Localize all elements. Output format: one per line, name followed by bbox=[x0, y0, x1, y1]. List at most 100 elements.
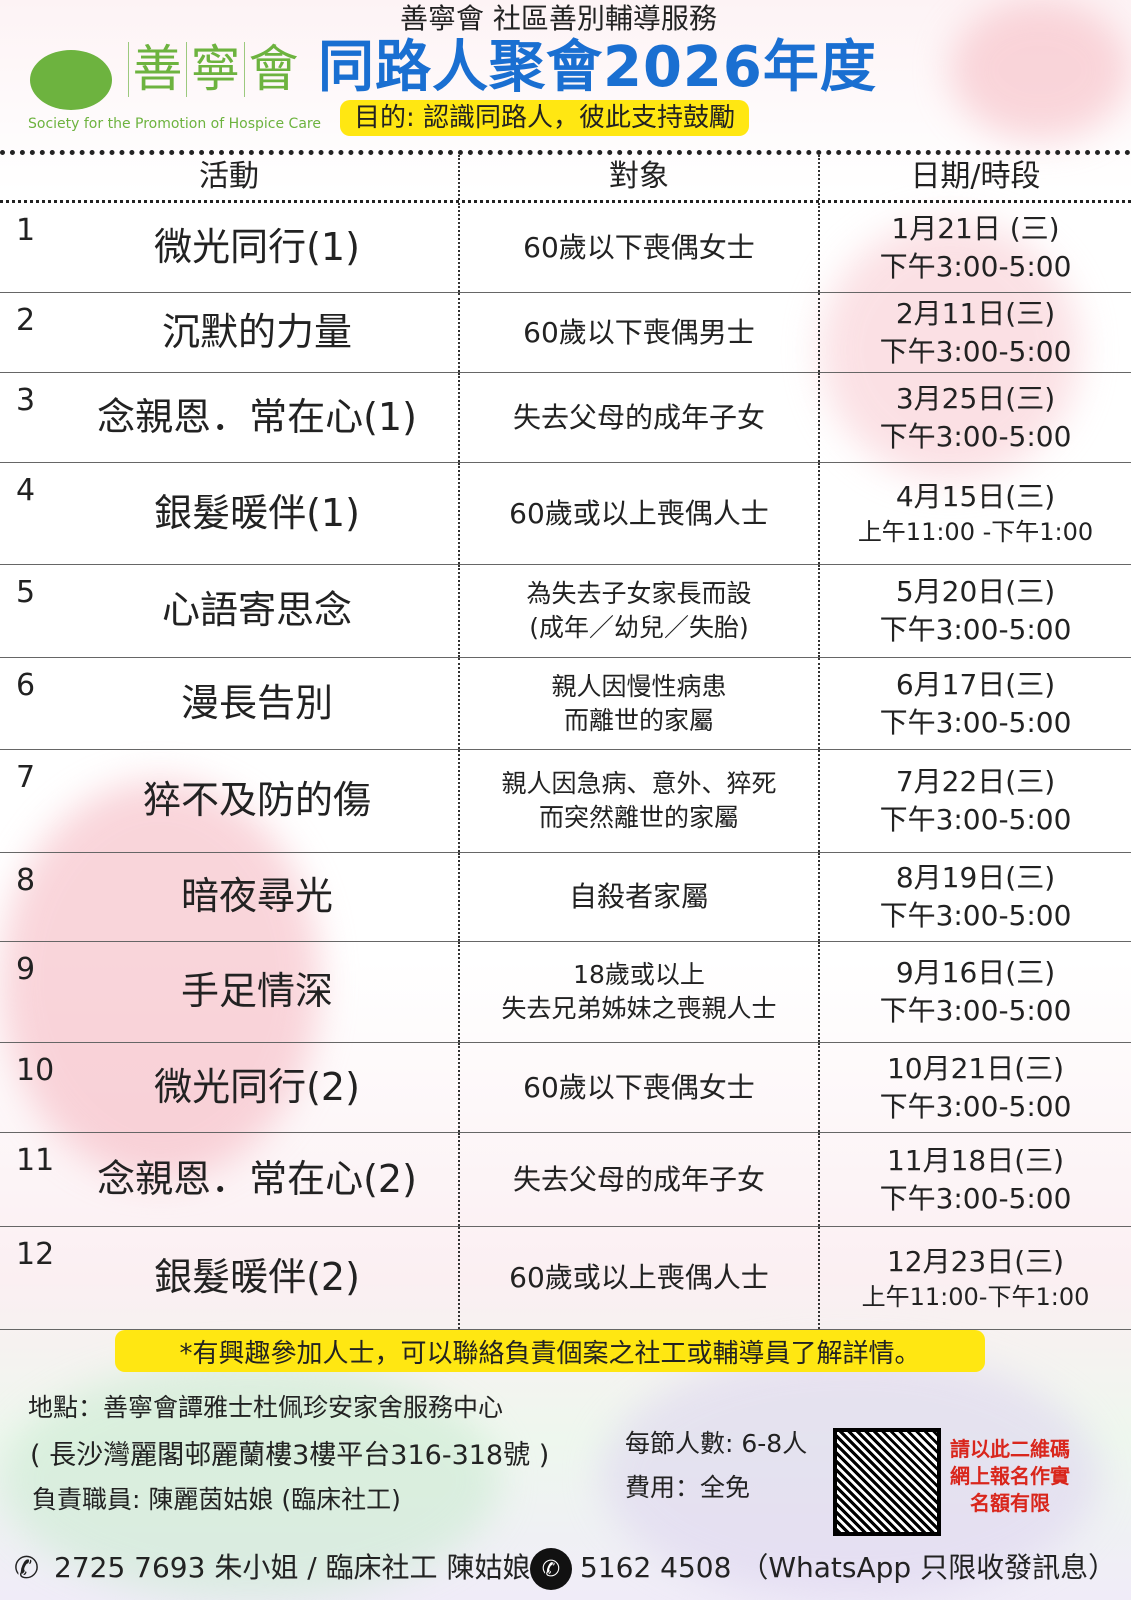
time: 下午3:00-5:00 bbox=[879, 994, 1072, 1027]
date: 12月23日(三) bbox=[886, 1244, 1065, 1278]
date: 11月18日(三) bbox=[886, 1143, 1065, 1177]
target-line: 60歲以下喪偶男士 bbox=[523, 315, 755, 349]
table-row: 2 沉默的力量 60歲以下喪偶男士 2月11日(三) 下午3:00-5:00 bbox=[0, 293, 1131, 373]
date-cell: 9月16日(三) 下午3:00-5:00 bbox=[820, 942, 1131, 1042]
table-row: 5 心語寄思念 為失去子女家長而設 (成年／幼兒／失胎) 5月20日(三) 下午3:0… bbox=[0, 565, 1131, 658]
note: *有興趣參加人士，可以聯絡負責個案之社工或輔導員了解詳情。 bbox=[115, 1330, 985, 1372]
activity-cell: 8 暗夜尋光 bbox=[0, 853, 460, 941]
logo-char: 善 bbox=[128, 42, 186, 97]
target-line: 60歲或以上喪偶人士 bbox=[509, 496, 769, 530]
logo-char: 寧 bbox=[186, 42, 244, 97]
table-row: 1 微光同行(1) 60歲以下喪偶女士 1月21日 (三) 下午3:00-5:00 bbox=[0, 203, 1131, 293]
qr-text-line: 名額有限 bbox=[970, 1491, 1050, 1515]
target-cell: 失去父母的成年子女 bbox=[460, 1133, 820, 1226]
activity-name: 念親恩．常在心(2) bbox=[97, 1156, 417, 1201]
logo-text: 善 寧 會 bbox=[128, 42, 302, 97]
activity-cell: 7 猝不及防的傷 bbox=[0, 750, 460, 852]
table-row: 10 微光同行(2) 60歲以下喪偶女士 10月21日(三) 下午3:00-5:00 bbox=[0, 1043, 1131, 1133]
qr-text-line: 網上報名作實 bbox=[950, 1464, 1070, 1488]
time: 下午3:00-5:00 bbox=[879, 705, 1072, 739]
location: 地點：善寧會譚雅士杜佩珍安家舍服務中心 bbox=[28, 1393, 504, 1422]
row-number: 7 bbox=[16, 760, 36, 795]
logo bbox=[30, 50, 112, 110]
phone-icon: ✆ bbox=[14, 1551, 40, 1586]
activity-name: 漫長告別 bbox=[180, 680, 333, 725]
date-cell: 3月25日(三) 下午3:00-5:00 bbox=[820, 373, 1131, 462]
activity-cell: 2 沉默的力量 bbox=[0, 293, 460, 372]
date: 3月25日(三) bbox=[895, 381, 1056, 415]
date-cell: 10月21日(三) 下午3:00-5:00 bbox=[820, 1043, 1131, 1132]
time: 下午3:00-5:00 bbox=[879, 334, 1072, 368]
row-number: 1 bbox=[16, 213, 36, 248]
time: 上午11:00 -下午1:00 bbox=[857, 518, 1094, 547]
staff: 負責職員: 陳麗茵姑娘 (臨床社工) bbox=[32, 1485, 401, 1514]
target-line: 自殺者家屬 bbox=[568, 880, 709, 914]
row-number: 8 bbox=[16, 863, 36, 898]
qr-text-line: 請以此二維碼 bbox=[950, 1437, 1070, 1461]
time: 下午3:00-5:00 bbox=[879, 613, 1072, 646]
activity-name: 沉默的力量 bbox=[161, 309, 352, 354]
activity-name: 微光同行(1) bbox=[154, 224, 360, 269]
qr-instructions: 請以此二維碼 網上報名作實 名額有限 bbox=[950, 1436, 1070, 1517]
target-cell: 自殺者家屬 bbox=[460, 853, 820, 941]
target-line: 失去兄弟姊妹之喪親人士 bbox=[501, 994, 777, 1023]
capacity: 每節人數: 6-8人 bbox=[625, 1429, 808, 1458]
target-line: 18歲或以上 bbox=[573, 960, 705, 990]
date-cell: 5月20日(三) 下午3:00-5:00 bbox=[820, 565, 1131, 657]
schedule-table: 活動 對象 日期/時段 1 微光同行(1) 60歲以下喪偶女士 1月21日 (三)… bbox=[0, 150, 1131, 1330]
target-cell: 60歲以下喪偶女士 bbox=[460, 1043, 820, 1132]
activity-cell: 4 銀髮暖伴(1) bbox=[0, 463, 460, 564]
qr-code[interactable] bbox=[833, 1428, 941, 1536]
table-row: 11 念親恩．常在心(2) 失去父母的成年子女 11月18日(三) 下午3:00-5… bbox=[0, 1133, 1131, 1227]
table-row: 6 漫長告別 親人因慢性病患 而離世的家屬 6月17日(三) 下午3:00-5:00 bbox=[0, 658, 1131, 750]
header-activity: 活動 bbox=[0, 155, 460, 200]
target-line: 為失去子女家長而設 bbox=[526, 579, 752, 609]
activity-cell: 3 念親恩．常在心(1) bbox=[0, 373, 460, 462]
activity-name: 銀髮暖伴(1) bbox=[154, 490, 360, 535]
logo-char: 會 bbox=[244, 42, 302, 97]
row-number: 6 bbox=[16, 668, 36, 703]
date: 6月17日(三) bbox=[895, 667, 1056, 701]
whatsapp-icon: ✆ bbox=[530, 1548, 572, 1590]
time: 下午3:00-5:00 bbox=[879, 1089, 1072, 1123]
date-cell: 2月11日(三) 下午3:00-5:00 bbox=[820, 293, 1131, 372]
target-cell: 為失去子女家長而設 (成年／幼兒／失胎) bbox=[460, 565, 820, 657]
activity-name: 手足情深 bbox=[180, 969, 333, 1014]
target-line: 而離世的家屬 bbox=[563, 705, 714, 735]
service-title: 善寧會 社區善別輔導服務 bbox=[400, 2, 717, 35]
date-cell: 7月22日(三) 下午3:00-5:00 bbox=[820, 750, 1131, 852]
activity-cell: 12 銀髮暖伴(2) bbox=[0, 1227, 460, 1329]
target-line: 失去父母的成年子女 bbox=[512, 400, 765, 434]
row-number: 5 bbox=[16, 575, 36, 610]
target-line: 60歲以下喪偶女士 bbox=[523, 1070, 755, 1104]
date-cell: 4月15日(三) 上午11:00 -下午1:00 bbox=[820, 463, 1131, 564]
whatsapp: 5162 4508 （WhatsApp 只限收發訊息） bbox=[580, 1551, 1117, 1584]
activity-name: 猝不及防的傷 bbox=[142, 778, 371, 823]
table-row: 4 銀髮暖伴(1) 60歲或以上喪偶人士 4月15日(三) 上午11:00 -下午1… bbox=[0, 463, 1131, 565]
activity-cell: 10 微光同行(2) bbox=[0, 1043, 460, 1132]
date: 1月21日 (三) bbox=[891, 211, 1060, 245]
target-cell: 60歲以下喪偶女士 bbox=[460, 203, 820, 292]
time: 上午11:00-下午1:00 bbox=[861, 1282, 1090, 1311]
row-number: 12 bbox=[16, 1237, 55, 1272]
purpose: 目的: 認識同路人，彼此支持鼓勵 bbox=[340, 100, 750, 137]
time: 下午3:00-5:00 bbox=[879, 249, 1072, 283]
activity-name: 微光同行(2) bbox=[154, 1064, 360, 1109]
target-cell: 60歲以下喪偶男士 bbox=[460, 293, 820, 372]
date: 7月22日(三) bbox=[895, 765, 1056, 799]
phone: 2725 7693 朱小姐 / 臨床社工 陳姑娘 bbox=[54, 1551, 531, 1584]
time: 下午3:00-5:00 bbox=[879, 419, 1072, 453]
table-row: 3 念親恩．常在心(1) 失去父母的成年子女 3月25日(三) 下午3:00-5:0… bbox=[0, 373, 1131, 463]
address: ( 長沙灣麗閣邨麗蘭樓3樓平台316-318號 ) bbox=[30, 1440, 550, 1471]
date: 9月16日(三) bbox=[895, 956, 1056, 990]
target-line: 60歲以下喪偶女士 bbox=[523, 230, 755, 264]
activity-cell: 9 手足情深 bbox=[0, 942, 460, 1042]
time: 下午3:00-5:00 bbox=[879, 899, 1072, 932]
date-cell: 12月23日(三) 上午11:00-下午1:00 bbox=[820, 1227, 1131, 1329]
table-row: 8 暗夜尋光 自殺者家屬 8月19日(三) 下午3:00-5:00 bbox=[0, 853, 1131, 942]
target-line: 而突然離世的家屬 bbox=[538, 803, 739, 832]
target-cell: 親人因慢性病患 而離世的家屬 bbox=[460, 658, 820, 749]
page-title: 同路人聚會2026年度 bbox=[318, 35, 877, 100]
fee: 費用：全免 bbox=[625, 1473, 751, 1502]
table-row: 12 銀髮暖伴(2) 60歲或以上喪偶人士 12月23日(三) 上午11:00-下午… bbox=[0, 1227, 1131, 1330]
